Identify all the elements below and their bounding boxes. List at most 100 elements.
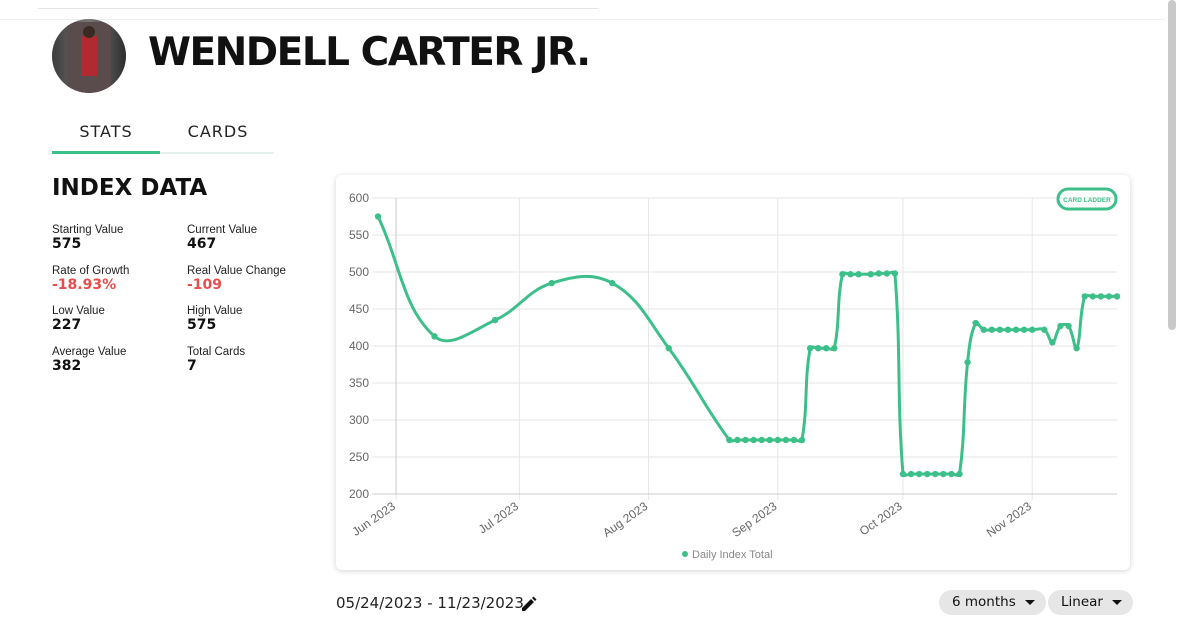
stat-label: Low Value <box>52 305 105 317</box>
data-point <box>374 213 382 220</box>
data-point <box>734 436 741 444</box>
stat-label: Rate of Growth <box>52 264 130 277</box>
data-point <box>774 436 781 444</box>
data-point <box>742 436 749 444</box>
stat-value: 467 <box>187 236 217 252</box>
chart-card: 200 250 300 350 400 450 500 550 600 Jun 2023 Jul 2… <box>336 175 1130 570</box>
data-point <box>726 436 733 444</box>
header-bar <box>38 8 598 9</box>
y-tick-label: 350 <box>349 376 369 390</box>
data-point <box>1012 326 1020 333</box>
data-point <box>899 470 907 478</box>
data-point <box>831 345 838 352</box>
data-point <box>750 436 757 444</box>
data-point <box>1028 326 1036 333</box>
tab[interactable]: CARDS <box>187 122 249 141</box>
data-point <box>915 470 923 478</box>
data-point <box>1065 322 1072 330</box>
scrollbar[interactable] <box>1168 0 1176 330</box>
x-tick-label: Jun 2023 <box>349 499 398 539</box>
section-title: INDEX DATA <box>52 175 208 201</box>
data-point <box>948 470 955 478</box>
data-point <box>665 345 672 352</box>
data-point <box>548 279 555 287</box>
x-tick-label: Jul 2023 <box>476 499 521 537</box>
stat-label: Total Cards <box>187 345 246 358</box>
x-tick-label: Aug 2023 <box>600 499 650 540</box>
y-tick-label: 400 <box>349 339 369 353</box>
legend-label: Daily Index Total <box>692 549 773 561</box>
data-point <box>924 470 931 478</box>
y-tick-label: 500 <box>349 265 369 279</box>
date-range: 05/24/2023 - 11/23/2023 <box>336 594 524 612</box>
data-point <box>1105 293 1113 300</box>
data-point <box>891 270 899 277</box>
data-point <box>867 271 874 278</box>
data-point <box>956 470 963 478</box>
data-point <box>940 470 947 478</box>
stat-value: 7 <box>187 357 197 374</box>
tab[interactable]: STATS <box>79 122 133 141</box>
scale-select[interactable]: Linear <box>1048 590 1133 615</box>
legend-swatch <box>682 551 688 557</box>
tab-track <box>52 152 274 154</box>
y-tick-label: 550 <box>349 228 369 242</box>
data-point <box>431 333 438 340</box>
stat-value: -109 <box>187 276 223 293</box>
data-point <box>1089 293 1096 300</box>
data-point <box>1057 322 1064 330</box>
data-point <box>766 436 773 444</box>
data-point <box>996 326 1004 333</box>
x-tick-label: Oct 2023 <box>857 499 905 539</box>
data-point <box>782 436 790 444</box>
data-point <box>932 470 939 478</box>
data-point <box>814 345 822 352</box>
data-point <box>1049 339 1056 346</box>
x-tick-label: Sep 2023 <box>729 499 779 540</box>
data-point <box>1041 326 1048 333</box>
data-point <box>491 316 499 324</box>
divider <box>0 19 1165 20</box>
avatar <box>52 19 126 93</box>
data-point <box>798 436 806 444</box>
stat-label: High Value <box>187 305 243 317</box>
y-tick-label: 600 <box>349 191 369 205</box>
data-point <box>1097 293 1105 300</box>
stat-value: 575 <box>187 317 217 333</box>
y-tick-label: 200 <box>349 487 369 501</box>
stat-value: 382 <box>52 357 82 374</box>
data-point <box>839 271 846 278</box>
data-point <box>806 345 814 352</box>
data-point <box>1081 293 1088 300</box>
logo-mark <box>1056 187 1118 211</box>
tab-indicator <box>52 151 160 154</box>
logo: CARD LADDER <box>1063 197 1111 204</box>
data-point <box>1073 345 1080 352</box>
y-tick-label: 300 <box>349 413 369 427</box>
data-point <box>758 436 765 444</box>
data-point <box>980 326 987 333</box>
stat-value: -18.93% <box>52 276 117 293</box>
chart: 200 250 300 350 400 450 500 550 600 Jun 2023 Jul 2… <box>349 187 1121 561</box>
player-name: WENDELL CARTER JR. <box>148 30 591 75</box>
x-tick-label: Nov 2023 <box>984 499 1034 540</box>
stat-label: Current Value <box>187 224 258 236</box>
edit-icon[interactable] <box>520 595 538 613</box>
data-point <box>875 270 882 277</box>
data-point <box>823 345 830 352</box>
stat-label: Average Value <box>52 345 127 358</box>
period-select[interactable]: 6 months <box>939 590 1046 615</box>
y-tick-label: 250 <box>349 450 369 464</box>
stat-value: 227 <box>52 317 82 333</box>
data-point <box>964 359 971 366</box>
stat-label: Starting Value <box>52 224 124 236</box>
data-point <box>883 270 891 277</box>
data-point <box>972 319 979 327</box>
data-point <box>1113 293 1121 300</box>
data-point <box>1020 326 1028 333</box>
y-tick-label: 450 <box>349 302 369 316</box>
data-point <box>855 271 862 278</box>
data-point <box>988 326 996 333</box>
data-point <box>609 279 616 287</box>
